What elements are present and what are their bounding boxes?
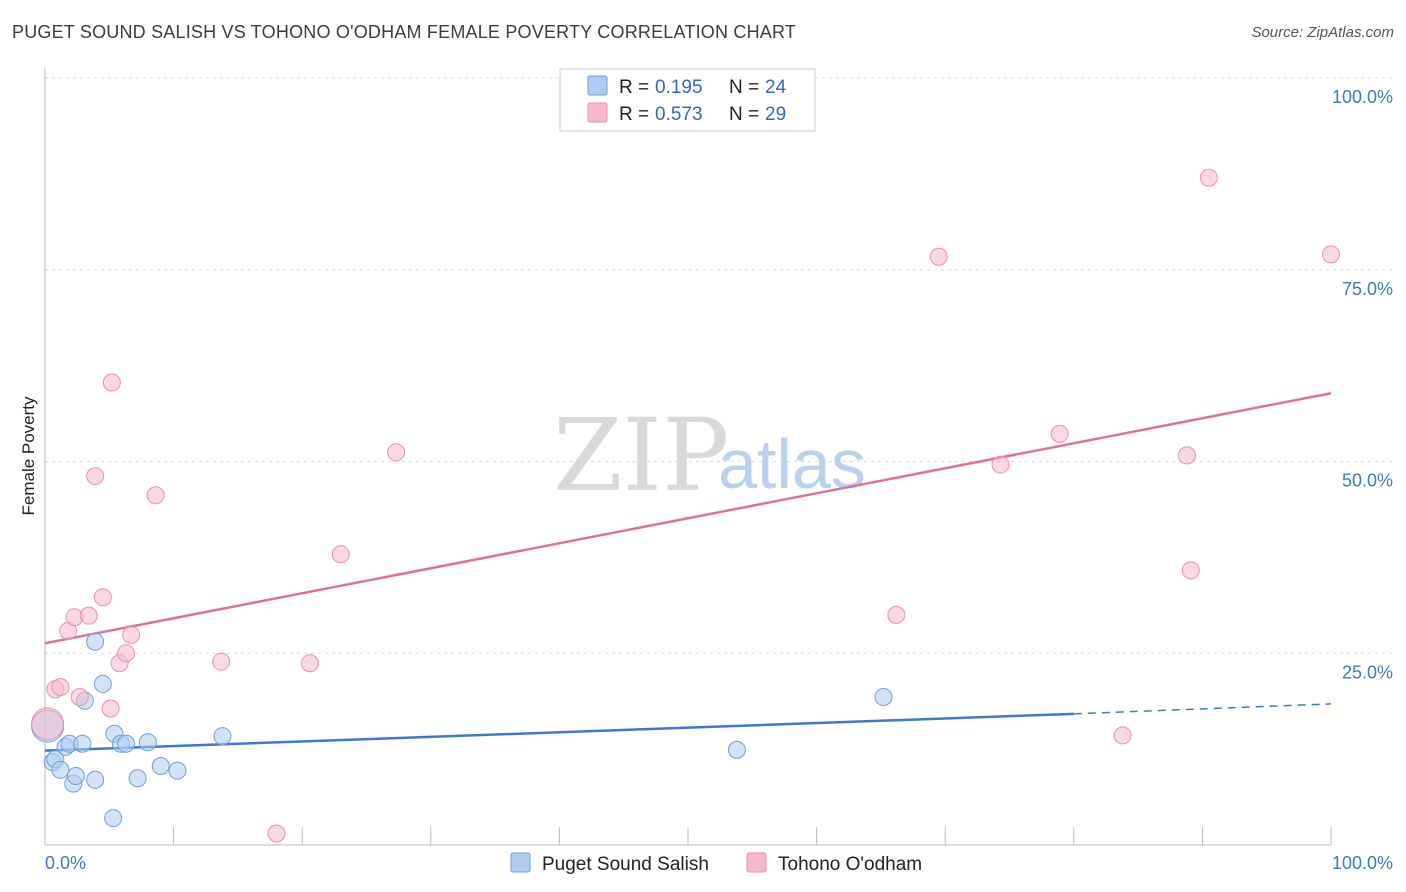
point-tohono-oodham-2 (51, 677, 70, 696)
point-puget-sound-salish-17 (128, 769, 147, 788)
legend-r-value-2: 0.573 (655, 104, 703, 125)
point-puget-sound-salish-22 (727, 740, 746, 759)
legend-n-label-2: N = (729, 104, 759, 125)
point-tohono-oodham-20 (887, 605, 906, 624)
top-legend: R = 0.195 N = 24 R = 0.573 N = 29 (559, 68, 816, 132)
point-tohono-oodham-22 (991, 455, 1010, 474)
watermark: ZIP atlas (553, 397, 866, 514)
x-tick-label-max: 100.0% (1332, 853, 1393, 873)
point-tohono-oodham-10 (102, 373, 121, 392)
point-tohono-oodham-25 (1177, 446, 1196, 465)
point-tohono-oodham-28 (1322, 245, 1340, 264)
point-tohono-oodham-18 (331, 545, 350, 564)
bottom-legend-label-blue: Puget Sound Salish (542, 854, 709, 875)
point-tohono-oodham-5 (70, 687, 89, 706)
point-puget-sound-salish-23 (874, 687, 893, 706)
point-tohono-oodham-23 (1050, 424, 1069, 443)
trend-line-tohono-oodham (44, 392, 1332, 645)
y-tick-label-100: 100.0% (1332, 87, 1393, 107)
point-puget-sound-salish-19 (151, 756, 170, 775)
point-tohono-oodham-6 (79, 606, 98, 625)
legend-swatch-blue (587, 75, 608, 96)
legend-r-label-1: R = (619, 77, 649, 98)
legend-r-label-2: R = (619, 104, 649, 125)
point-tohono-oodham-9 (101, 699, 120, 718)
legend-r-value-1: 0.195 (655, 77, 703, 98)
point-puget-sound-salish-20 (168, 761, 187, 780)
y-tick-label-50: 50.0% (1342, 471, 1393, 491)
chart-source: Source: ZipAtlas.com (1251, 24, 1394, 41)
data-points (31, 168, 1340, 843)
point-puget-sound-salish-11 (86, 632, 105, 651)
y-tick-label-75: 75.0% (1342, 279, 1393, 299)
bottom-legend-swatch-blue (510, 852, 531, 873)
point-puget-sound-salish-18 (138, 733, 157, 752)
point-puget-sound-salish-12 (93, 674, 112, 693)
legend-n-value-1: 24 (765, 77, 787, 98)
point-tohono-oodham-12 (117, 644, 136, 663)
point-tohono-oodham-27 (1199, 168, 1218, 187)
point-puget-sound-salish-10 (86, 770, 105, 789)
point-puget-sound-salish-13 (104, 809, 123, 828)
point-tohono-oodham-26 (1181, 561, 1200, 580)
point-tohono-oodham-13 (122, 625, 141, 644)
trend-lines (44, 392, 1332, 752)
point-tohono-oodham-16 (267, 824, 286, 843)
point-tohono-oodham-7 (86, 467, 105, 486)
bottom-legend-swatch-pink (746, 852, 767, 873)
point-tohono-oodham-17 (300, 654, 319, 673)
point-puget-sound-salish-21 (213, 727, 232, 746)
watermark-zip: ZIP (553, 397, 729, 514)
y-tick-label-25: 25.0% (1342, 662, 1393, 682)
trend-line-puget-sound-salish-extension (1073, 703, 1332, 715)
point-puget-sound-salish-8 (73, 734, 92, 753)
watermark-atlas: atlas (718, 425, 866, 503)
point-tohono-oodham-19 (387, 443, 406, 462)
point-puget-sound-salish-3 (51, 760, 70, 779)
chart-title: PUGET SOUND SALISH VS TOHONO O'ODHAM FEM… (12, 22, 797, 42)
legend-swatch-pink (587, 102, 608, 123)
x-tick-marks (44, 827, 1332, 845)
point-tohono-oodham-8 (93, 588, 112, 607)
bottom-legend: Puget Sound Salish Tohono O'odham (510, 852, 922, 875)
point-puget-sound-salish-7 (66, 766, 85, 785)
point-tohono-oodham-15 (212, 652, 231, 671)
point-tohono-oodham-0 (31, 707, 65, 741)
y-axis-label: Female Poverty (19, 396, 38, 516)
point-puget-sound-salish-16 (117, 734, 136, 753)
grid-layer (45, 77, 1392, 654)
point-tohono-oodham-21 (929, 247, 948, 266)
legend-n-value-2: 29 (765, 104, 786, 125)
x-tick-labels: 0.0% 100.0% (45, 853, 1393, 873)
point-tohono-oodham-14 (146, 486, 165, 505)
point-tohono-oodham-24 (1113, 726, 1132, 745)
x-tick-label-min: 0.0% (45, 853, 86, 873)
y-tick-labels: 25.0% 50.0% 75.0% 100.0% (1332, 87, 1393, 682)
legend-n-label-1: N = (729, 77, 759, 98)
trend-line-puget-sound-salish (44, 712, 1074, 752)
bottom-legend-label-pink: Tohono O'odham (778, 854, 922, 875)
